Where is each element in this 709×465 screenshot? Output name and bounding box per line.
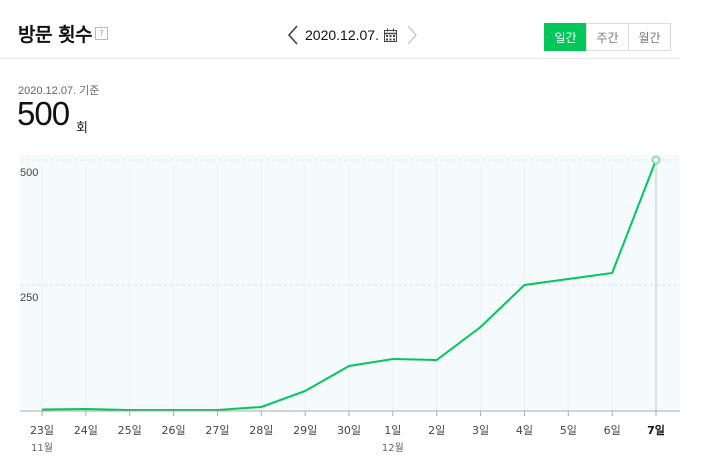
x-tick-label: 5일 [560,423,577,437]
highlight-point[interactable] [651,155,661,165]
current-date: 2020.12.07. [305,27,379,43]
date-navigator: 2020.12.07. [285,22,420,48]
chevron-left-icon [288,25,298,45]
chevron-right-icon [407,25,417,45]
x-tick-label: 28일 [249,423,273,437]
y-tick-label: 500 [20,167,38,179]
as-of-date: 2020.12.07. 기준 [18,85,100,97]
plot-background [20,155,680,411]
page-header: 방문 횟수 ? 2020.12.07. 일간 주간 월간 [0,0,680,59]
x-tick-label: 6일 [604,423,621,437]
x-tick-label: 25일 [118,423,142,437]
total-visits-unit: 회 [76,121,88,136]
month-label: 12월 [382,442,404,454]
period-tabs: 일간 주간 월간 [544,23,671,51]
x-tick-label: 1일 [384,423,401,437]
x-tick-label: 23일 [30,423,54,437]
tab-monthly[interactable]: 월간 [628,23,671,51]
x-tick-label: 7일 [647,423,665,437]
help-icon[interactable]: ? [95,27,108,40]
tab-weekly[interactable]: 주간 [586,23,629,51]
series-line [41,159,657,411]
x-tick-label: 24일 [74,423,98,437]
x-tick-label: 26일 [162,423,186,437]
prev-date-button[interactable] [285,22,301,48]
calendar-icon[interactable] [383,27,398,43]
page-title: 방문 횟수 [18,24,93,46]
y-tick-label: 250 [20,292,38,304]
month-label: 11월 [31,442,53,454]
total-visits-value: 500 [17,95,70,132]
visits-line-chart: 500 250 23일 24일 25일 26일 27일 28일 29일 30일 1일 2일 3일 4일 5… [20,155,680,454]
x-tick-label: 27일 [205,423,229,437]
tab-daily[interactable]: 일간 [544,23,587,51]
x-tick-label: 30일 [337,423,361,437]
x-tick-label: 3일 [472,423,489,437]
x-tick-label: 4일 [516,423,533,437]
x-tick-label: 29일 [293,423,317,437]
next-date-button[interactable] [404,22,420,48]
x-tick-label: 2일 [428,423,445,437]
